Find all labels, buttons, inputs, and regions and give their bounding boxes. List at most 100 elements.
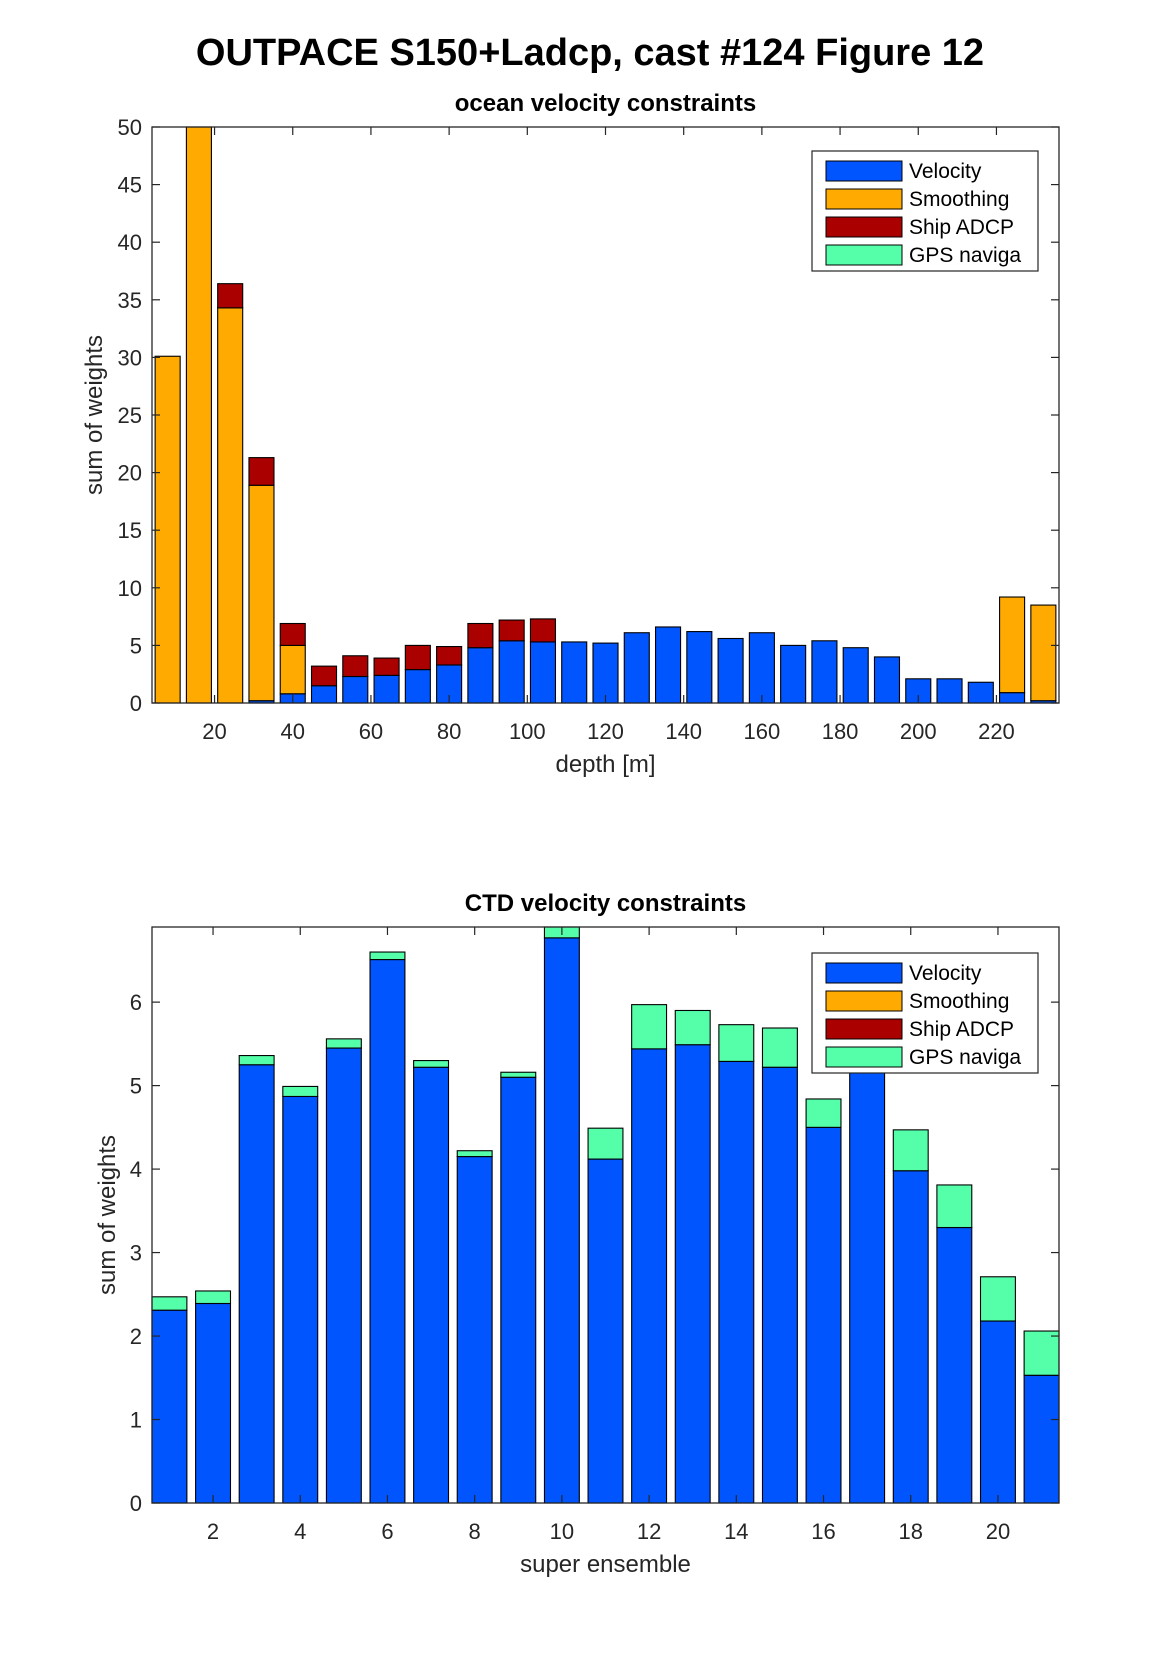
ctd-bar-gps-naviga [456,1150,493,1158]
ctd-y-tick-label: 2 [130,1324,142,1349]
ctd-x-tick-label: 14 [724,1519,748,1544]
ctd-axes-box [151,926,1060,1504]
ocean-bar-ship-adcp [217,283,244,309]
ocean-bar-velocity [936,678,963,704]
ocean-bar-velocity [780,644,807,704]
ocean-y-tick-label: 10 [118,576,142,601]
ocean-bar-ship-adcp [310,665,338,687]
ctd-legend-swatch-velocity [825,962,903,984]
ocean-y-tick-label: 50 [118,115,142,140]
ctd-bar-velocity [151,1309,188,1504]
ctd-legend-swatch-gps-naviga [825,1046,903,1068]
ocean-bar-velocity [529,641,557,704]
ctd-x-tick-label: 18 [898,1519,922,1544]
ctd-legend: Velocity Smoothing Ship ADCP GPS naviga [811,952,1039,1074]
ctd-x-tick-label: 20 [986,1519,1010,1544]
ctd-bar-velocity [761,1066,798,1504]
ctd-bar-velocity [718,1060,755,1504]
ocean-bar-ship-adcp [436,645,463,666]
ctd-bar-velocity [325,1047,362,1504]
ocean-x-tick-label: 180 [822,719,859,744]
ocean-x-tick-label: 40 [280,719,304,744]
ocean-bar-ship-adcp [467,622,494,649]
ocean-bar-velocity [842,647,869,704]
ctd-bar-velocity [369,959,406,1504]
ocean-legend-swatch-gps-naviga [825,244,903,266]
ocean-bar-smoothing [217,307,244,704]
figure-title: OUTPACE S150+Ladcp, cast #124 Figure 12 [196,32,984,74]
ctd-bar-gps-naviga [718,1024,755,1062]
ocean-y-tick-label: 0 [130,691,142,716]
ctd-y-axis-label: sum of weights [94,1135,121,1295]
ocean-bar-velocity [592,642,619,704]
ocean-bar-ship-adcp [279,622,306,646]
ctd-bar-velocity [892,1170,929,1504]
ctd-x-tick-label: 2 [207,1519,219,1544]
ctd-y-tick-label: 6 [130,990,142,1015]
ctd-bar-velocity [1023,1374,1060,1504]
ocean-bar-ship-adcp [404,644,431,671]
ocean-bar-velocity [748,632,775,704]
ctd-legend-label-smoothing: Smoothing [909,990,1009,1013]
ocean-panel-title: ocean velocity constraints [455,90,756,117]
ocean-bar-ship-adcp [342,655,369,678]
ctd-bar-gps-naviga [413,1060,450,1068]
ocean-legend-label-ship-adcp: Ship ADCP [909,216,1014,239]
ctd-bar-gps-naviga [936,1184,973,1229]
ctd-bar-gps-naviga [587,1127,624,1160]
ctd-bar-gps-naviga [1023,1330,1060,1376]
ocean-bar-smoothing [279,644,306,695]
ocean-bar-velocity [561,641,588,704]
ocean-x-tick-label: 200 [900,719,937,744]
ctd-y-tick-label: 1 [130,1408,142,1433]
ocean-bar-velocity [404,669,431,704]
ctd-bar-gps-naviga [892,1129,929,1172]
ocean-bar-velocity [467,647,494,704]
ctd-legend-swatch-ship-adcp [825,1018,903,1040]
ctd-x-tick-label: 16 [811,1519,835,1544]
ocean-legend-swatch-velocity [825,160,903,182]
ocean-y-axis-label: sum of weights [81,335,108,495]
ctd-y-tick-label: 5 [130,1074,142,1099]
ocean-x-axis-label: depth [m] [555,751,655,778]
ctd-bar-velocity [979,1320,1016,1504]
ocean-bar-ship-adcp [529,618,557,643]
ctd-bar-velocity [413,1066,450,1504]
ctd-y-tick-label: 4 [130,1157,142,1182]
ocean-bars [154,126,1057,704]
ocean-legend-swatch-ship-adcp [825,216,903,238]
ocean-bar-velocity [498,640,525,704]
ctd-bar-velocity [936,1226,973,1504]
ocean-x-tick-label: 140 [665,719,702,744]
ocean-y-tick-label: 25 [118,403,142,428]
ocean-bar-ship-adcp [498,619,525,642]
ctd-legend-label-velocity: Velocity [909,962,982,985]
ctd-bar-velocity [500,1076,537,1504]
ocean-y-tick-label: 20 [118,461,142,486]
ctd-bar-velocity [587,1158,624,1504]
ocean-bar-velocity [686,631,713,704]
ocean-bar-ship-adcp [248,457,275,486]
ctd-x-axis-label: super ensemble [520,1551,691,1578]
ctd-x-tick-label: 6 [381,1519,393,1544]
ocean-legend-label-gps-naviga: GPS naviga [909,244,1021,267]
ocean-bar-velocity [623,632,650,704]
ocean-y-tick-label: 35 [118,288,142,313]
ctd-bar-velocity [238,1064,275,1504]
ocean-x-tick-label: 80 [437,719,461,744]
ocean-legend: Velocity Smoothing Ship ADCP GPS naviga [811,150,1039,272]
ctd-x-tick-label: 8 [469,1519,481,1544]
ctd-bars [151,926,1060,1504]
ctd-bar-gps-naviga [238,1055,275,1066]
ocean-x-tick-label: 220 [978,719,1015,744]
ocean-bar-velocity [342,675,369,704]
ocean-bar-velocity [967,681,994,704]
ocean-bar-velocity [310,685,338,704]
ctd-bar-gps-naviga [500,1071,537,1078]
ocean-bar-velocity [373,674,400,704]
ctd-bar-gps-naviga [369,951,406,961]
ocean-bar-smoothing [999,596,1026,694]
ocean-bar-ship-adcp [373,657,400,676]
ctd-bar-gps-naviga [805,1098,842,1128]
ctd-bar-gps-naviga [325,1038,362,1049]
